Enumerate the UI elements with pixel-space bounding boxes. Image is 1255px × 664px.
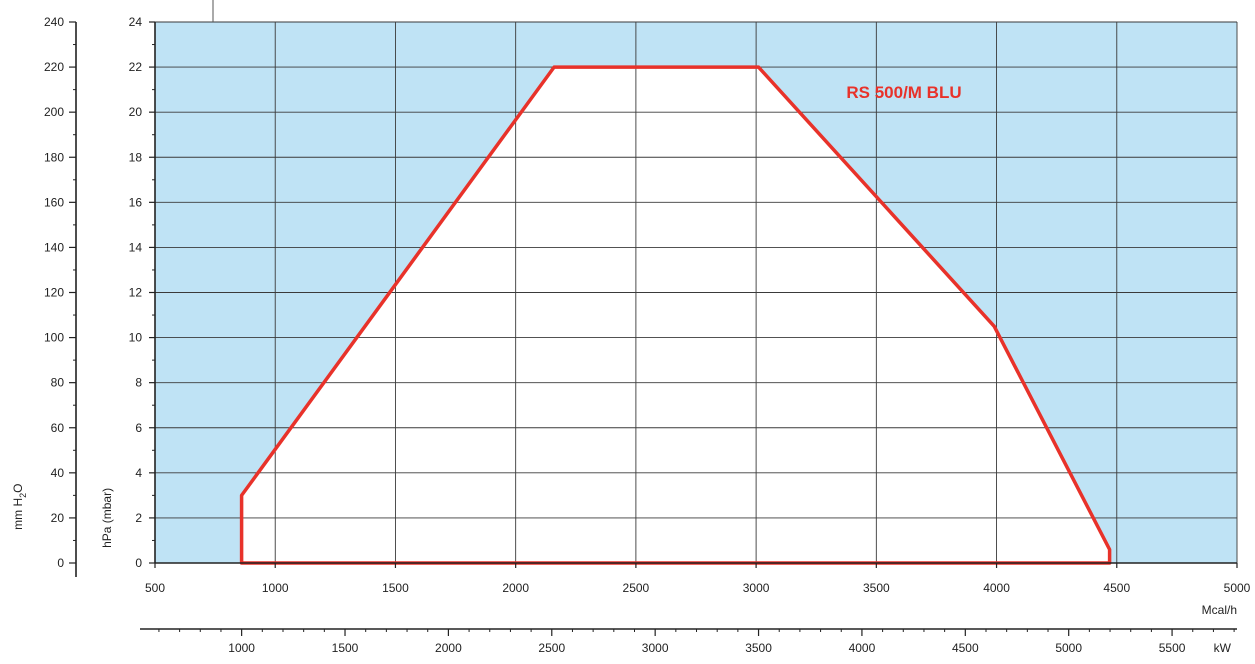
y-tick-label: 0 xyxy=(135,556,142,570)
working-field-outline xyxy=(239,65,1112,565)
y2-tick-label: 160 xyxy=(44,195,64,209)
y-tick-label: 12 xyxy=(129,286,143,300)
y-tick-label: 14 xyxy=(129,240,143,254)
y2-tick-label: 80 xyxy=(51,376,65,390)
x-tick-label: 5000 xyxy=(1224,581,1251,595)
y-tick-label: 18 xyxy=(129,150,143,164)
y2-tick-label: 40 xyxy=(51,466,65,480)
x-tick-label: 3500 xyxy=(863,581,890,595)
y2-tick-label: 100 xyxy=(44,331,64,345)
series-label: RS 500/M BLU xyxy=(846,83,961,102)
y2-tick-label: 60 xyxy=(51,421,65,435)
x-tick-label: 1500 xyxy=(382,581,409,595)
y-tick-label: 24 xyxy=(129,15,143,29)
y-tick-label: 10 xyxy=(129,331,143,345)
y2-tick-label: 220 xyxy=(44,60,64,74)
x-tick-label: 3000 xyxy=(743,581,770,595)
y2-axis-unit: mm H2O xyxy=(11,483,28,529)
y-tick-label: 4 xyxy=(135,466,142,480)
y2-tick-label: 140 xyxy=(44,240,64,254)
x-tick-label: 2000 xyxy=(502,581,529,595)
y-tick-label: 2 xyxy=(135,511,142,525)
x-tick-label: 1000 xyxy=(262,581,289,595)
x2-tick-label: 1000 xyxy=(228,641,255,655)
x2-tick-label: 5000 xyxy=(1055,641,1082,655)
x-tick-label: 500 xyxy=(145,581,165,595)
x2-tick-label: 2500 xyxy=(538,641,565,655)
y2-tick-label: 200 xyxy=(44,105,64,119)
y2-tick-label: 180 xyxy=(44,150,64,164)
y2-tick-label: 20 xyxy=(51,511,65,525)
x2-tick-label: 2000 xyxy=(435,641,462,655)
y-tick-label: 8 xyxy=(135,376,142,390)
y-tick-label: 20 xyxy=(129,105,143,119)
x2-axis-unit: kW xyxy=(1214,641,1232,655)
x-tick-label: 4500 xyxy=(1103,581,1130,595)
y2-tick-label: 0 xyxy=(57,556,64,570)
y-tick-label: 6 xyxy=(135,421,142,435)
x2-tick-label: 4500 xyxy=(952,641,979,655)
x-axis-unit: Mcal/h xyxy=(1202,603,1237,617)
x2-tick-label: 1500 xyxy=(332,641,359,655)
y-axis-unit: hPa (mbar) xyxy=(100,488,114,548)
y-tick-label: 22 xyxy=(129,60,143,74)
working-field-area xyxy=(241,67,1110,563)
grid xyxy=(155,21,1238,563)
x-tick-label: 2500 xyxy=(623,581,650,595)
x2-tick-label: 5500 xyxy=(1159,641,1186,655)
y-tick-label: 16 xyxy=(129,195,143,209)
x2-tick-label: 4000 xyxy=(849,641,876,655)
y2-tick-label: 240 xyxy=(44,15,64,29)
x-tick-label: 4000 xyxy=(983,581,1010,595)
x2-tick-label: 3000 xyxy=(642,641,669,655)
x2-tick-label: 3500 xyxy=(745,641,772,655)
y2-tick-label: 120 xyxy=(44,286,64,300)
